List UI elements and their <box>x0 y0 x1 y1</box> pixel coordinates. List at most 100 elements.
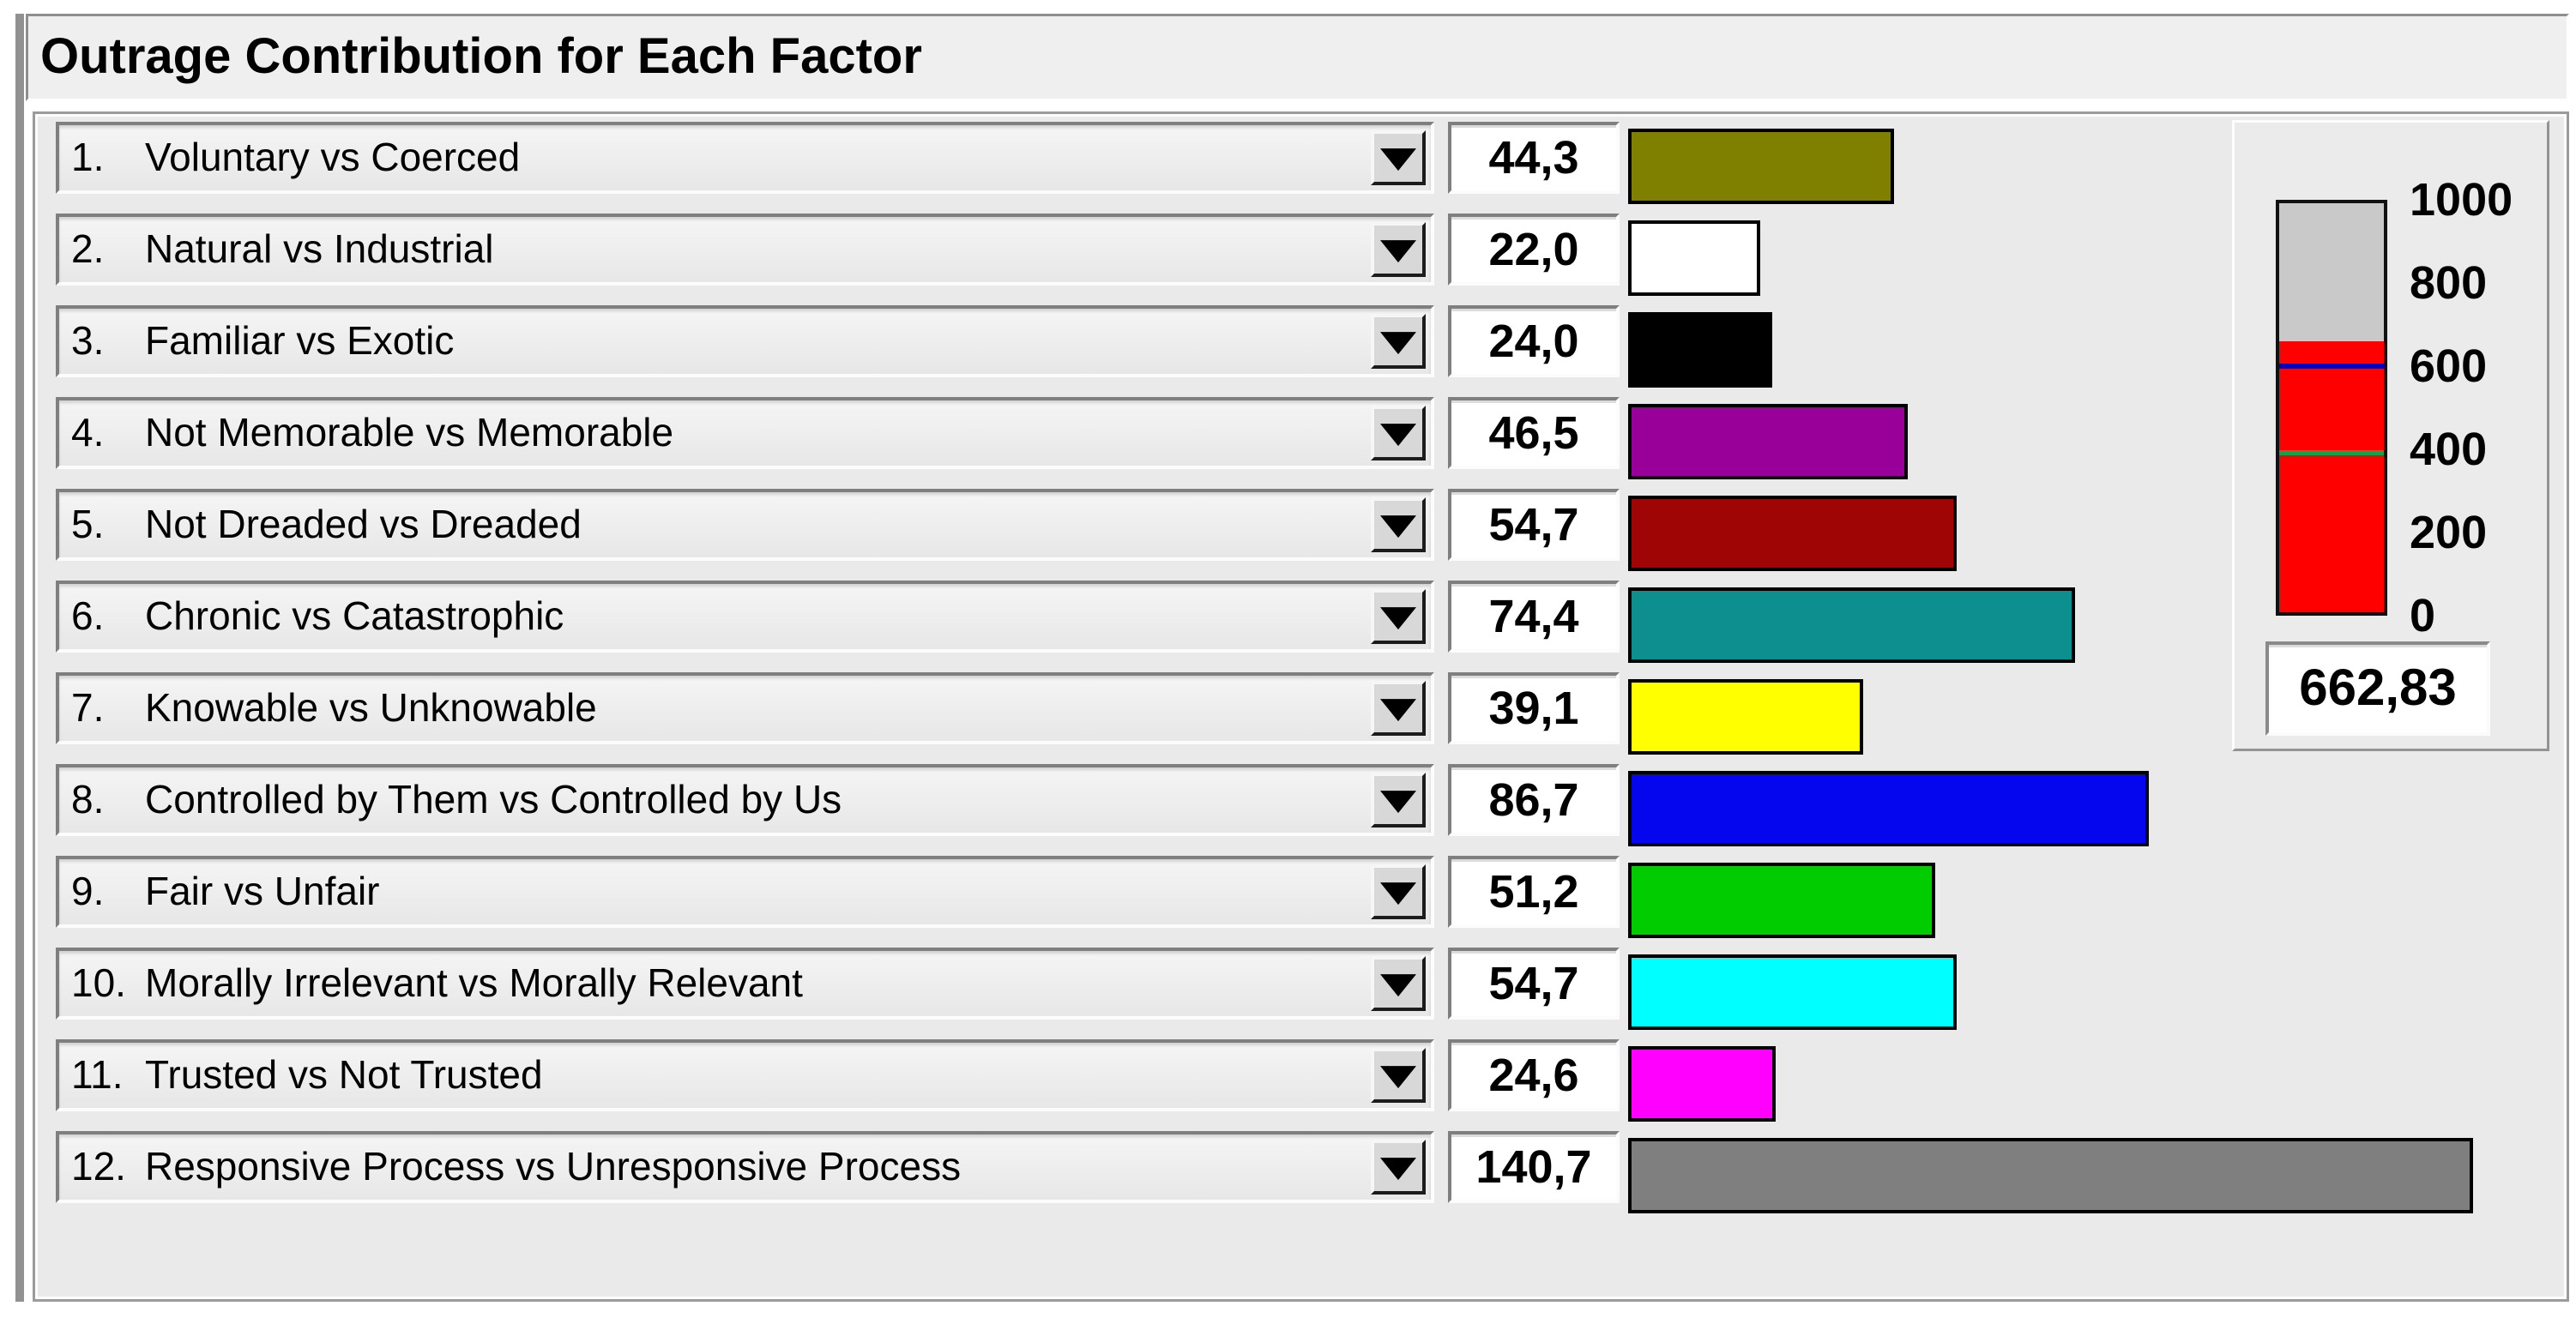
contribution-bar <box>1628 220 1760 296</box>
factor-label: Responsive Process vs Unresponsive Proce… <box>145 1144 962 1189</box>
chevron-down-icon <box>1380 332 1416 355</box>
factor-label: Controlled by Them vs Controlled by Us <box>145 777 842 821</box>
factor-row: 2. Natural vs Industrial 22,0 <box>0 214 2576 296</box>
chevron-down-icon <box>1380 424 1416 447</box>
factor-row: 11. Trusted vs Not Trusted 24,6 <box>0 1039 2576 1122</box>
chevron-down-icon <box>1380 882 1416 906</box>
factor-combobox[interactable]: 6. Chronic vs Catastrophic <box>56 581 1434 653</box>
outrage-thermometer <box>2276 200 2387 616</box>
factor-label: Chronic vs Catastrophic <box>145 593 564 638</box>
chevron-down-icon <box>1380 791 1416 814</box>
gauge-tick-label: 800 <box>2410 257 2488 309</box>
factor-label: Voluntary vs Coerced <box>145 135 521 179</box>
factor-label: Knowable vs Unknowable <box>145 685 597 730</box>
factor-value-display: 44,3 <box>1448 122 1620 194</box>
factor-number: 9. <box>71 869 105 913</box>
factor-value-display: 140,7 <box>1448 1131 1620 1203</box>
factor-label: Fair vs Unfair <box>145 869 380 913</box>
factor-row: 9. Fair vs Unfair 51,2 <box>0 856 2576 938</box>
outrage-gauge-panel: 1000 800 600 400 200 0 662,83 <box>2232 120 2549 751</box>
gauge-tick-label: 200 <box>2410 507 2488 558</box>
blue-threshold-line <box>2279 363 2384 369</box>
dropdown-button[interactable] <box>1371 956 1426 1011</box>
chevron-down-icon <box>1380 607 1416 630</box>
chevron-down-icon <box>1380 148 1416 172</box>
chevron-down-icon <box>1380 699 1416 722</box>
factor-value-display: 74,4 <box>1448 581 1620 653</box>
dropdown-button[interactable] <box>1371 681 1426 736</box>
factor-combobox[interactable]: 5. Not Dreaded vs Dreaded <box>56 489 1434 561</box>
contribution-bar <box>1628 129 1894 204</box>
factor-value-display: 54,7 <box>1448 948 1620 1020</box>
green-threshold-line <box>2279 449 2384 455</box>
factor-number: 12. <box>71 1144 126 1189</box>
dropdown-button[interactable] <box>1371 222 1426 277</box>
dropdown-button[interactable] <box>1371 406 1426 460</box>
dropdown-button[interactable] <box>1371 773 1426 828</box>
gauge-tick-label: 600 <box>2410 340 2488 392</box>
factor-value-display: 51,2 <box>1448 856 1620 928</box>
contribution-bar <box>1628 404 1908 479</box>
factor-number: 8. <box>71 777 105 821</box>
dropdown-button[interactable] <box>1371 497 1426 552</box>
factor-value-display: 39,1 <box>1448 672 1620 744</box>
factor-value-display: 24,6 <box>1448 1039 1620 1111</box>
factor-value-display: 46,5 <box>1448 397 1620 469</box>
contribution-bar <box>1628 863 1935 938</box>
factor-number: 10. <box>71 960 126 1005</box>
total-outrage-value: 662,83 <box>2265 641 2490 736</box>
contribution-bar <box>1628 1046 1776 1122</box>
factor-row: 10. Morally Irrelevant vs Morally Relevan… <box>0 948 2576 1030</box>
factor-number: 3. <box>71 318 105 363</box>
page-title: Outrage Contribution for Each Factor <box>40 28 922 84</box>
factor-value-display: 54,7 <box>1448 489 1620 561</box>
factor-row: 12. Responsive Process vs Unresponsive Pr… <box>0 1131 2576 1213</box>
factor-combobox[interactable]: 11. Trusted vs Not Trusted <box>56 1039 1434 1111</box>
factor-combobox[interactable]: 8. Controlled by Them vs Controlled by Us <box>56 764 1434 836</box>
factor-number: 1. <box>71 135 105 179</box>
factor-label: Not Memorable vs Memorable <box>145 410 674 454</box>
dropdown-button[interactable] <box>1371 130 1426 185</box>
contribution-bar <box>1628 771 2149 846</box>
factor-label: Trusted vs Not Trusted <box>145 1052 543 1097</box>
factor-row: 1. Voluntary vs Coerced 44,3 <box>0 122 2576 204</box>
factor-label: Familiar vs Exotic <box>145 318 455 363</box>
gauge-tick-label: 1000 <box>2410 174 2513 226</box>
gauge-tick-label: 400 <box>2410 424 2488 475</box>
factor-label: Morally Irrelevant vs Morally Relevant <box>145 960 803 1005</box>
factor-combobox[interactable]: 2. Natural vs Industrial <box>56 214 1434 286</box>
factor-value-display: 86,7 <box>1448 764 1620 836</box>
factor-combobox[interactable]: 7. Knowable vs Unknowable <box>56 672 1434 744</box>
factor-row: 8. Controlled by Them vs Controlled by Us… <box>0 764 2576 846</box>
chevron-down-icon <box>1380 515 1416 539</box>
contribution-bar <box>1628 954 1957 1030</box>
factor-value-display: 22,0 <box>1448 214 1620 286</box>
factor-combobox[interactable]: 3. Familiar vs Exotic <box>56 305 1434 377</box>
factor-combobox[interactable]: 12. Responsive Process vs Unresponsive Pr… <box>56 1131 1434 1203</box>
factor-row: 6. Chronic vs Catastrophic 74,4 <box>0 581 2576 663</box>
factor-label: Not Dreaded vs Dreaded <box>145 502 582 546</box>
factor-combobox[interactable]: 4. Not Memorable vs Memorable <box>56 397 1434 469</box>
factor-number: 4. <box>71 410 105 454</box>
window-frame-edge <box>15 14 24 1302</box>
panel-header: Outrage Contribution for Each Factor <box>26 14 2569 101</box>
dropdown-button[interactable] <box>1371 589 1426 644</box>
factor-number: 7. <box>71 685 105 730</box>
dropdown-button[interactable] <box>1371 864 1426 919</box>
factor-value-display: 24,0 <box>1448 305 1620 377</box>
dropdown-button[interactable] <box>1371 1048 1426 1103</box>
factor-number: 11. <box>71 1052 124 1097</box>
dropdown-button[interactable] <box>1371 1140 1426 1195</box>
factor-row: 3. Familiar vs Exotic 24,0 <box>0 305 2576 388</box>
factor-row: 4. Not Memorable vs Memorable 46,5 <box>0 397 2576 479</box>
factor-combobox[interactable]: 10. Morally Irrelevant vs Morally Relevan… <box>56 948 1434 1020</box>
chevron-down-icon <box>1380 240 1416 263</box>
factor-combobox[interactable]: 1. Voluntary vs Coerced <box>56 122 1434 194</box>
factor-number: 6. <box>71 593 105 638</box>
thermometer-fill <box>2279 340 2384 612</box>
factor-combobox[interactable]: 9. Fair vs Unfair <box>56 856 1434 928</box>
factor-number: 5. <box>71 502 105 546</box>
contribution-bar <box>1628 1138 2473 1213</box>
dropdown-button[interactable] <box>1371 314 1426 369</box>
